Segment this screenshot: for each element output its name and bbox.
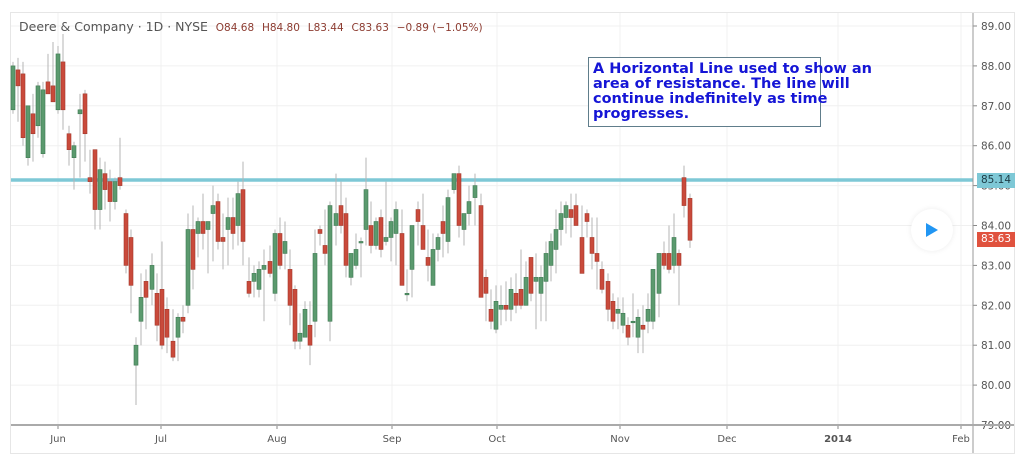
svg-text:80.00: 80.00 [981,380,1011,392]
svg-text:Aug: Aug [267,434,287,445]
svg-text:Feb: Feb [952,434,970,445]
svg-text:87.00: 87.00 [981,101,1011,113]
last-price-label: 83.63 [977,232,1015,247]
svg-text:88.00: 88.00 [981,61,1011,73]
symbol-title: Deere & Company · 1D · NYSE [19,19,208,34]
svg-text:Sep: Sep [383,434,402,445]
svg-text:Jul: Jul [154,434,167,445]
play-icon [926,223,938,237]
ohlc-high: H84.80 [261,22,300,34]
svg-text:2014: 2014 [824,434,852,445]
candles [10,33,693,406]
svg-text:Nov: Nov [610,434,630,445]
svg-text:84.00: 84.00 [981,221,1011,233]
annotation-line: progresses. [593,106,690,122]
svg-text:Jun: Jun [49,434,66,445]
resistance-price-label: 85.14 [977,173,1015,188]
annotation-text-box[interactable]: A Horizontal Line used to show an area o… [588,57,872,127]
svg-text:Dec: Dec [717,434,736,445]
svg-text:Oct: Oct [488,434,505,445]
annotation-line: A Horizontal Line used to show an [593,61,872,77]
ohlc-close: C83.63 [351,22,389,34]
svg-text:81.00: 81.00 [981,340,1011,352]
go-to-realtime-button[interactable] [911,209,953,251]
ohlc-change: −0.89 (−1.05%) [396,22,483,34]
svg-text:89.00: 89.00 [981,21,1011,33]
ohlc-open: O84.68 [215,22,255,34]
annotation-line: area of resistance. The line will [593,76,850,92]
chart-legend: Deere & Company · 1D · NYSE O84.68 H84.8… [19,19,483,34]
svg-text:86.00: 86.00 [981,141,1011,153]
ohlc-low: L83.44 [307,22,344,34]
svg-text:83.00: 83.00 [981,260,1011,272]
axes: 89.0088.0087.0086.0085.0084.0083.0082.00… [11,13,1014,453]
annotation-line: continue indefinitely as time [593,91,828,107]
svg-text:82.00: 82.00 [981,300,1011,312]
